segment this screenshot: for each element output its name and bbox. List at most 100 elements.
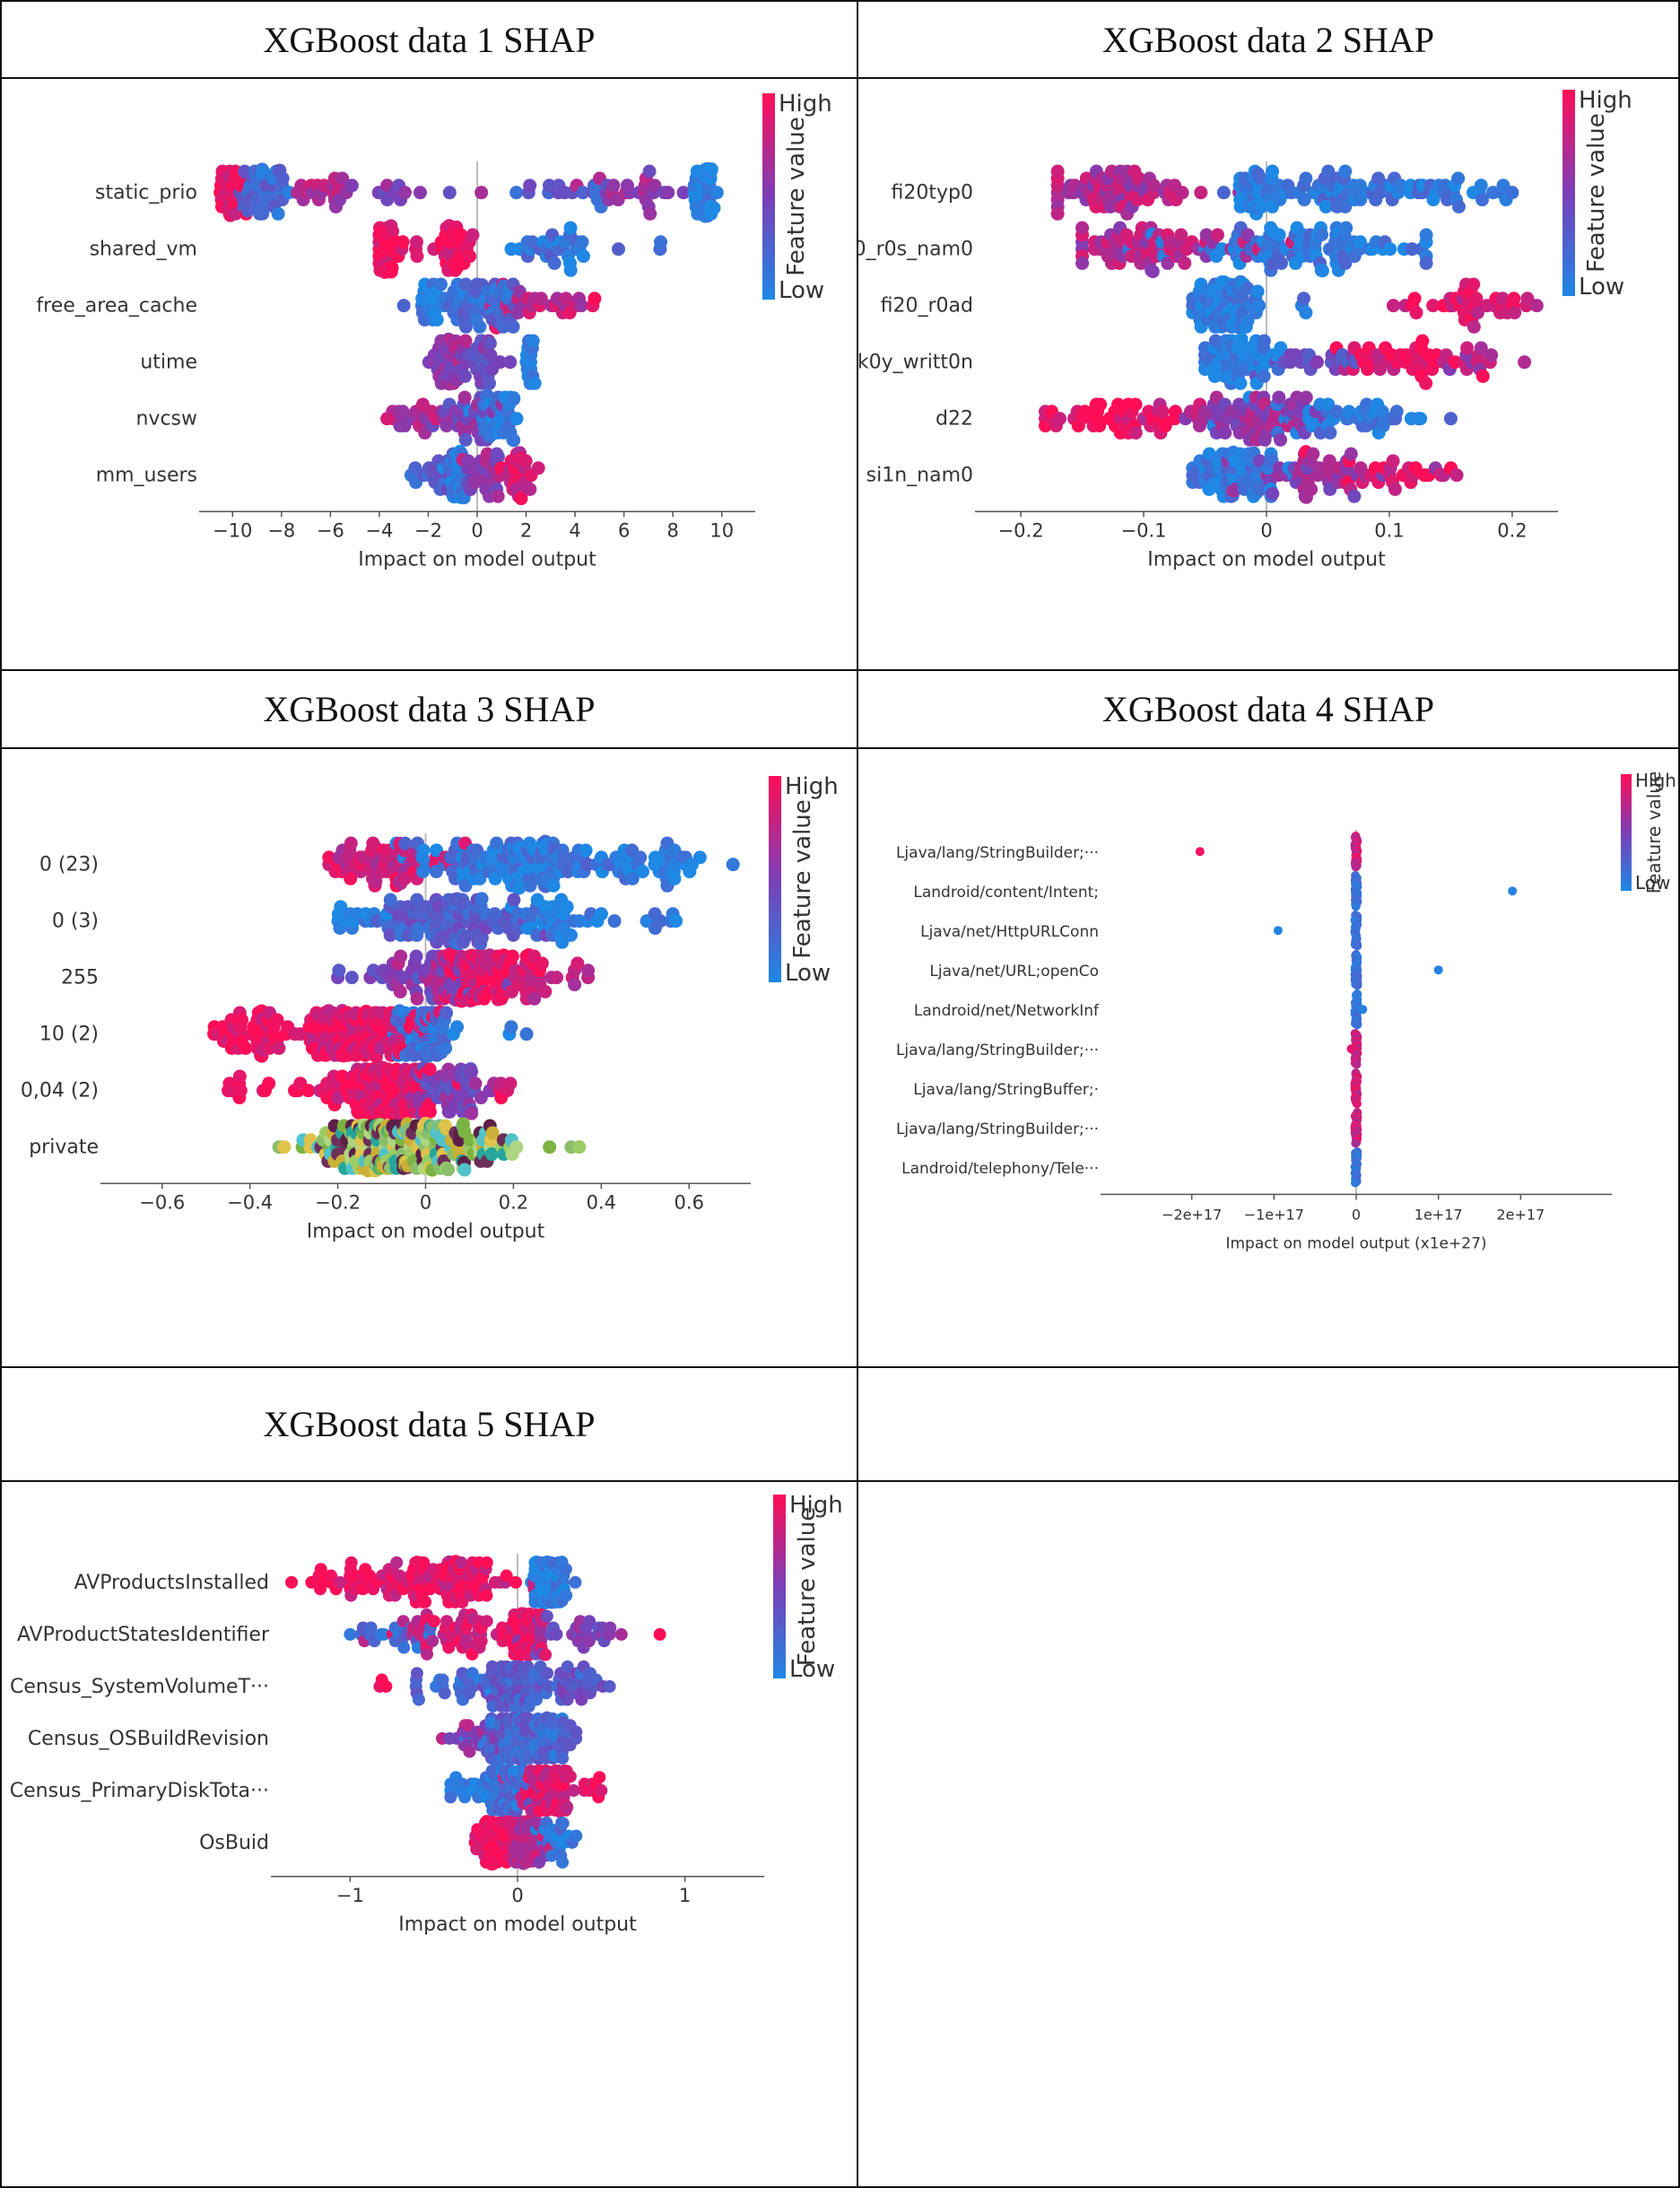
colorbar: [1621, 774, 1632, 891]
shap-point: [561, 1800, 574, 1814]
feature-row: [1350, 1108, 1362, 1148]
shap-point: [422, 1104, 437, 1119]
shap-plot-5: AVProductsInstalled AVProductStatesIdenti…: [10, 1492, 843, 1936]
shap-point: [344, 871, 358, 885]
shap-point: [500, 1569, 513, 1582]
colorbar-title: Feature value: [1643, 771, 1665, 894]
shap-point: [1274, 256, 1288, 270]
shap-point: [1296, 292, 1310, 306]
shap-point: [430, 312, 444, 327]
feature-row: [422, 332, 542, 391]
shap-point: [1351, 902, 1361, 911]
shap-point: [344, 836, 358, 850]
shap-point: [1272, 228, 1286, 242]
shap-point: [426, 1634, 440, 1648]
shap-point: [480, 1556, 493, 1569]
x-tick-label: 0.2: [1497, 519, 1527, 541]
shap-point: [1475, 193, 1490, 207]
shap-point: [579, 843, 593, 858]
shap-point: [622, 186, 637, 200]
shap-point: [419, 1595, 432, 1608]
shap-point: [1233, 376, 1248, 390]
shap-point: [1353, 179, 1367, 193]
shap-point: [593, 1771, 606, 1784]
panel-3-title: XGBoost data 3 SHAP: [0, 671, 858, 749]
x-tick-label: 8: [666, 519, 678, 541]
shap-point: [1338, 199, 1353, 214]
shap-point: [412, 1693, 425, 1706]
shap-plot-3: 0 (23) 0 (3) 255 10 (2) 0,04 (2) private −0.6 −…: [21, 773, 839, 1242]
shap-point: [653, 1627, 666, 1641]
shap-point: [504, 1020, 518, 1034]
feature-label: 0 (3): [52, 911, 99, 933]
shap-point: [1474, 179, 1488, 193]
feature-row: [213, 161, 724, 223]
shap-point: [1075, 256, 1090, 270]
shap-point: [1274, 341, 1288, 355]
feature-label: Ljava/net/URL;openCo: [929, 963, 1099, 981]
shap-point: [611, 242, 625, 257]
panel-5-title: XGBoost data 5 SHAP: [0, 1368, 858, 1482]
shap-point: [285, 1575, 299, 1589]
shap-point: [466, 228, 480, 242]
shap-point: [440, 1615, 454, 1628]
shap-point: [233, 1084, 248, 1098]
feature-label: AVProductsInstalled: [74, 1572, 269, 1594]
colorbar-high-label: High: [785, 773, 839, 800]
shap-point: [409, 949, 423, 963]
shap-point: [485, 1660, 499, 1673]
shap-point: [556, 1855, 570, 1869]
shap-point: [456, 1595, 469, 1608]
panel-2-chart: fi20typ0 p0_r0s_nam0 fi20_r0ad r01k0y_writt…: [858, 79, 1680, 671]
shap-point: [1128, 397, 1143, 412]
feature-label: mm_users: [96, 465, 197, 487]
shap-point: [1353, 941, 1362, 951]
shap-point: [1475, 369, 1490, 383]
shap-point: [410, 249, 424, 264]
x-tick-label: 2e+17: [1496, 1206, 1545, 1223]
shap-point: [394, 949, 408, 963]
feature-label: AVProductStatesIdentifier: [17, 1624, 270, 1646]
shap-point: [507, 433, 521, 448]
shap-point: [1426, 299, 1441, 313]
shap-point: [1529, 299, 1544, 313]
shap-point: [1344, 447, 1358, 461]
shap-point: [603, 1679, 616, 1693]
shap-point: [1128, 425, 1143, 440]
shap-point: [1297, 193, 1311, 207]
shap-point: [1484, 348, 1499, 362]
feature-label: private: [29, 1137, 99, 1159]
feature-row: [322, 834, 740, 895]
shap-point: [1346, 1044, 1356, 1054]
feature-row: [1346, 1029, 1362, 1069]
shap-point: [488, 907, 502, 921]
shap-point: [563, 221, 578, 235]
shap-point: [1451, 171, 1466, 186]
shap-point: [1449, 468, 1464, 483]
feature-row: [1198, 332, 1532, 390]
shap-point: [614, 1627, 628, 1641]
shap-point: [1352, 1059, 1362, 1069]
feature-label: Landroid/content/Intent;: [913, 884, 1099, 902]
feature-label: static_prio: [95, 182, 197, 205]
x-axis-label: Impact on model output: [398, 1913, 637, 1936]
shap-point: [301, 1084, 316, 1098]
shap-point: [458, 319, 473, 334]
x-tick-label: 4: [569, 519, 580, 541]
x-tick-label: 1: [679, 1885, 691, 1906]
feature-label: 0 (23): [39, 854, 99, 876]
shap-point: [410, 991, 424, 1006]
feature-label: Census_SystemVolumeT···: [10, 1676, 269, 1698]
shap-point: [441, 1163, 456, 1177]
x-tick-label: 0.4: [587, 1191, 616, 1213]
feature-row: [1350, 871, 1518, 911]
shap-point: [474, 1634, 488, 1648]
shap-point: [390, 1556, 404, 1569]
shap-point: [234, 1013, 248, 1027]
feature-row: [1350, 1147, 1362, 1188]
shap-point: [1250, 284, 1265, 299]
shap-point: [262, 1077, 276, 1091]
shap-point: [397, 186, 412, 200]
x-tick-label: −2: [414, 519, 442, 541]
colorbar-title: Feature value: [783, 117, 810, 276]
